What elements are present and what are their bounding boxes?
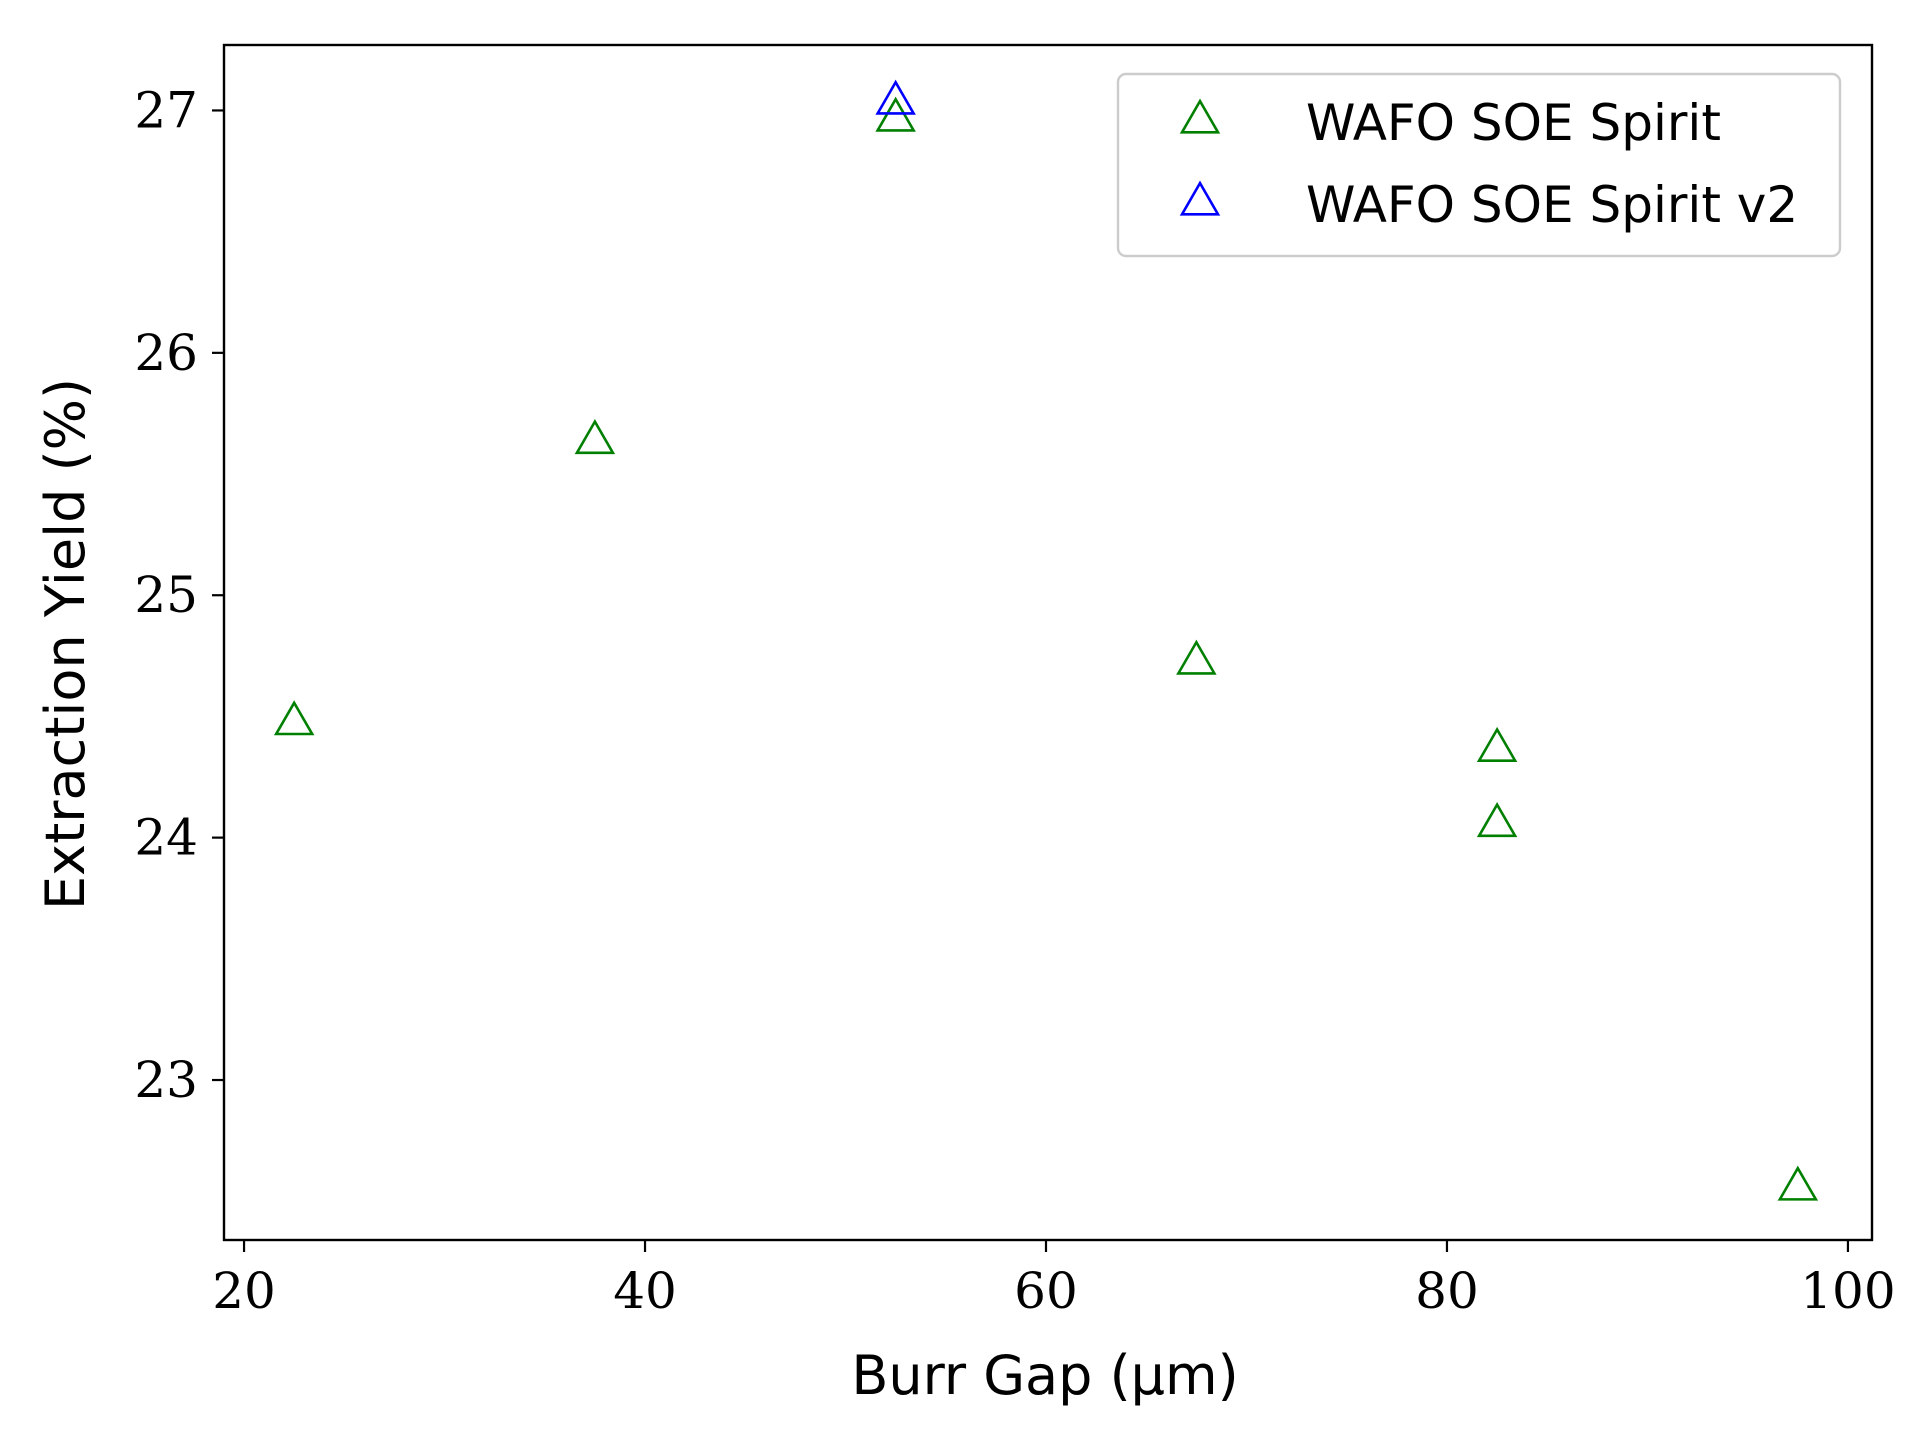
- data-point-spirit: [574, 419, 616, 455]
- y-tick-label: 23: [134, 1051, 198, 1109]
- legend: WAFO SOE Spirit WAFO SOE Spirit v2: [1116, 72, 1842, 258]
- x-tick-label: 80: [1415, 1262, 1479, 1320]
- data-point-spirit: [1476, 802, 1518, 838]
- legend-label: WAFO SOE Spirit v2: [1306, 176, 1798, 234]
- data-point-spirit: [1176, 639, 1217, 675]
- x-axis-label: Burr Gap (μm): [851, 1344, 1238, 1407]
- y-tick-label: 26: [134, 324, 198, 382]
- data-point-spirit: [1476, 726, 1518, 762]
- x-tick-label: 60: [1014, 1262, 1078, 1320]
- data-point-spirit: [1777, 1165, 1819, 1201]
- plot-area: [222, 43, 1874, 1242]
- x-tick-label: 40: [613, 1262, 677, 1320]
- y-axis-label: Extraction Yield (%): [34, 378, 97, 910]
- legend-marker: [1179, 98, 1221, 134]
- y-tick-label: 27: [134, 81, 198, 139]
- legend-box: [1116, 72, 1842, 258]
- legend-label: WAFO SOE Spirit: [1306, 94, 1721, 152]
- data-point-spirit-v2: [875, 79, 916, 115]
- legend-marker: [1179, 180, 1221, 216]
- x-tick-label: 100: [1800, 1262, 1895, 1320]
- y-tick-label: 24: [134, 809, 198, 867]
- y-axis: 23 24 25 26 27: [134, 81, 224, 1109]
- x-axis: 20 40 60 80 100: [212, 1240, 1896, 1320]
- x-tick-label: 20: [212, 1262, 276, 1320]
- data-point-spirit: [273, 700, 315, 736]
- data-point-spirit: [875, 96, 916, 132]
- y-tick-label: 25: [134, 566, 198, 624]
- plot-frame: [222, 43, 1874, 1242]
